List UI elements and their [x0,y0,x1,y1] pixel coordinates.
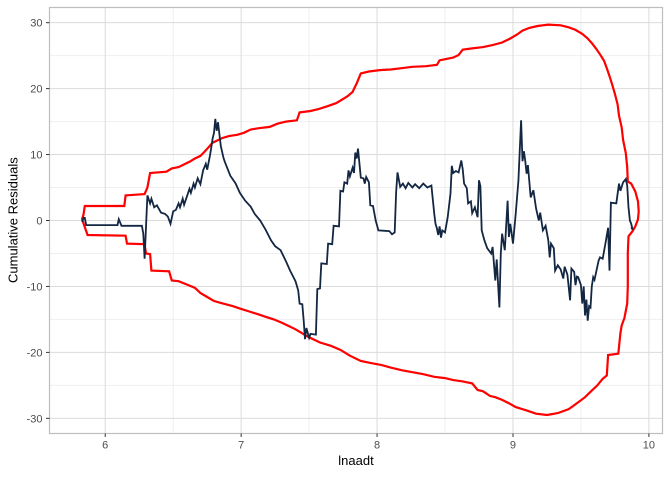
x-tick-label: 6 [102,440,108,452]
x-tick-label: 10 [643,440,655,452]
y-tick-label: 0 [36,216,42,228]
cumulative-residuals-line [81,118,634,341]
y-tick-label: -20 [27,347,43,359]
y-tick-label: -30 [27,413,43,425]
y-axis-title: Cumulative Residuals [5,157,21,283]
y-tick-label: 10 [30,150,42,162]
x-tick-label: 8 [374,440,380,452]
x-axis-title: lnaadt [338,453,374,468]
x-tick-label: 7 [238,440,244,452]
y-tick-label: 20 [30,84,42,96]
y-tick-label: 30 [30,18,42,30]
y-tick-label: -10 [27,281,43,293]
envelope-boundary-line [80,23,640,417]
x-tick-label: 9 [510,440,516,452]
